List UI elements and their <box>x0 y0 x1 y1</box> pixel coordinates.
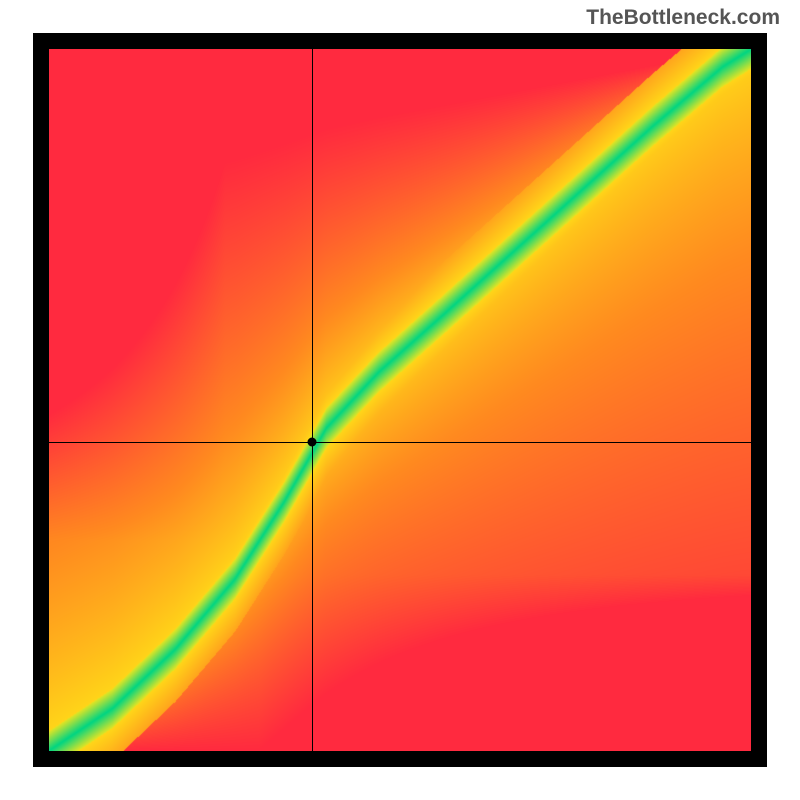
heatmap-canvas <box>49 49 751 751</box>
chart-frame <box>33 33 767 767</box>
chart-container: TheBottleneck.com <box>0 0 800 800</box>
plot-area <box>49 49 751 751</box>
marker-dot <box>308 438 317 447</box>
watermark-text: TheBottleneck.com <box>586 6 780 30</box>
crosshair-horizontal <box>49 442 751 443</box>
crosshair-vertical <box>312 49 313 751</box>
